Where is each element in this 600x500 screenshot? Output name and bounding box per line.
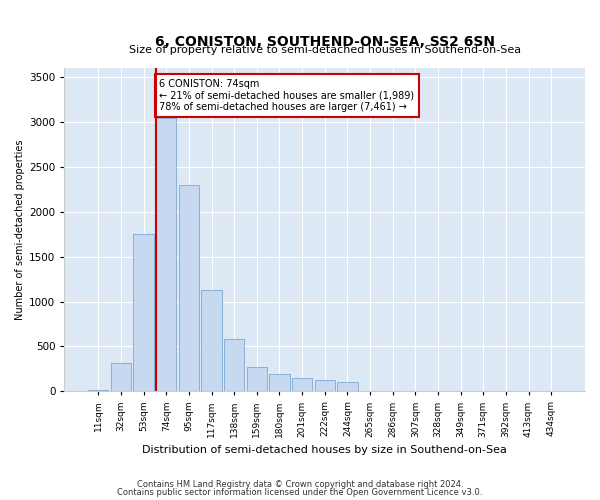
Bar: [202, 290, 221, 392]
Bar: [292, 378, 312, 392]
Bar: [247, 367, 267, 392]
Bar: [269, 374, 290, 392]
Text: Contains HM Land Registry data © Crown copyright and database right 2024.: Contains HM Land Registry data © Crown c…: [137, 480, 463, 489]
Text: Size of property relative to semi-detached houses in Southend-on-Sea: Size of property relative to semi-detach…: [128, 46, 521, 56]
Bar: [111, 364, 131, 392]
Bar: [133, 234, 154, 392]
Title: 6, CONISTON, SOUTHEND-ON-SEA, SS2 6SN: 6, CONISTON, SOUTHEND-ON-SEA, SS2 6SN: [155, 35, 495, 49]
Bar: [314, 380, 335, 392]
Bar: [224, 339, 244, 392]
Bar: [337, 382, 358, 392]
Text: Contains public sector information licensed under the Open Government Licence v3: Contains public sector information licen…: [118, 488, 482, 497]
Bar: [179, 185, 199, 392]
Y-axis label: Number of semi-detached properties: Number of semi-detached properties: [15, 140, 25, 320]
Bar: [88, 390, 109, 392]
Text: 6 CONISTON: 74sqm
← 21% of semi-detached houses are smaller (1,989)
78% of semi-: 6 CONISTON: 74sqm ← 21% of semi-detached…: [160, 79, 415, 112]
X-axis label: Distribution of semi-detached houses by size in Southend-on-Sea: Distribution of semi-detached houses by …: [142, 445, 507, 455]
Bar: [156, 118, 176, 392]
